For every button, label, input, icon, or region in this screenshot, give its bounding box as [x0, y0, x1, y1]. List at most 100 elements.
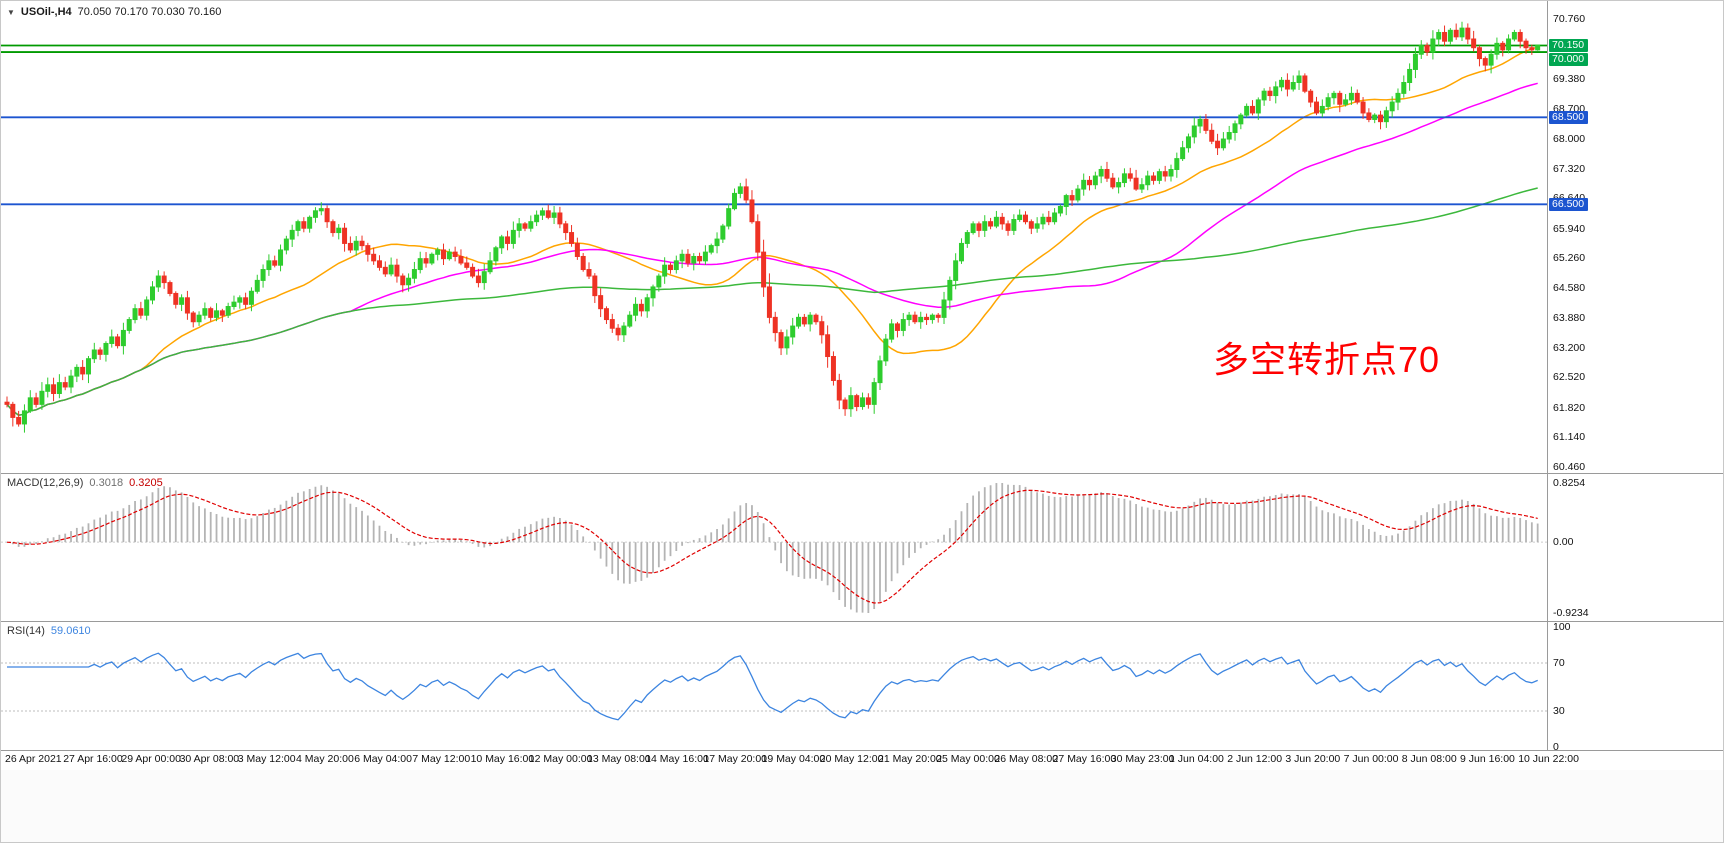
candle-body [1191, 125, 1197, 138]
candle-body [394, 264, 400, 277]
ma-fast-line [6, 46, 1538, 416]
candle-body [1121, 173, 1127, 184]
candle-body [289, 229, 295, 240]
macd-histogram-bar [122, 508, 125, 543]
macd-histogram-bar [1228, 504, 1231, 543]
macd-histogram-bar [1187, 505, 1190, 543]
candle-body [4, 401, 10, 405]
rsi-axis[interactable]: 100 70 30 0 [1548, 621, 1723, 753]
time-axis-label: 7 May 12:00 [412, 753, 471, 765]
macd-histogram-bar [1245, 500, 1248, 543]
macd-histogram-bar [105, 514, 107, 543]
price-tag-66.500: 66.500 [1549, 197, 1589, 211]
candle-body [842, 399, 848, 410]
macd-histogram-bar [780, 542, 782, 564]
macd-histogram-bar [1449, 500, 1452, 543]
candle-body [295, 221, 301, 231]
time-axis-label: 21 May 20:00 [878, 753, 942, 765]
macd-histogram-bar [233, 518, 235, 543]
macd-histogram-bar [268, 509, 270, 543]
macd-signal-value: 0.3205 [129, 477, 163, 489]
candle-body [807, 314, 813, 325]
price-axis-label: 62.520 [1553, 371, 1586, 384]
price-axis-label: 60.460 [1553, 461, 1586, 473]
candle-body [580, 255, 586, 271]
price-axis-label: 67.320 [1553, 162, 1586, 175]
candle-body [732, 192, 737, 210]
candle-body [1168, 168, 1174, 177]
macd-histogram-bar [401, 542, 404, 543]
macd-histogram-bar [500, 538, 503, 543]
candle-body [1273, 86, 1279, 97]
candle-body [272, 260, 278, 266]
macd-histogram-bar [873, 542, 876, 610]
macd-histogram-bar [1466, 500, 1469, 543]
macd-histogram-bar [58, 534, 61, 543]
candle-body [376, 260, 382, 268]
candle-body [1482, 58, 1488, 66]
candle-body [650, 286, 656, 299]
macd-histogram-bar [1234, 503, 1236, 543]
time-axis[interactable]: 26 Apr 2021 27 Apr 16:00 29 Apr 00:00 30 Ap… [1, 751, 1723, 769]
macd-axis-label: 0.00 [1553, 536, 1574, 549]
candle-body [214, 310, 220, 318]
macd-histogram-bar [1001, 483, 1004, 543]
candle-body [184, 297, 190, 314]
macd-axis[interactable]: 0.8254 0.00 -0.9234 [1548, 473, 1723, 621]
macd-histogram-bar [1210, 499, 1213, 543]
macd-histogram-bar [844, 542, 846, 607]
price-axis-label: 65.940 [1553, 222, 1586, 235]
macd-histogram-bar [623, 542, 625, 584]
candle-body [1069, 195, 1075, 201]
candle-body [1110, 177, 1116, 188]
candle-body [254, 279, 260, 292]
collapse-arrow-icon[interactable]: ▼ [7, 7, 15, 17]
candle-body [458, 255, 464, 264]
macd-histogram-bar [157, 487, 160, 543]
candle-body [359, 240, 365, 247]
macd-histogram-bar [855, 542, 858, 613]
macd-histogram-bar [1106, 493, 1108, 543]
macd-histogram-bar [378, 525, 381, 543]
macd-histogram-bar [1321, 510, 1324, 543]
candle-body [569, 232, 575, 244]
macd-histogram-bar [669, 542, 672, 557]
macd-histogram-bar [1199, 498, 1201, 543]
rsi-axis-label: 100 [1553, 621, 1571, 633]
candle-body [848, 395, 854, 410]
macd-histogram-bar [1135, 504, 1137, 543]
candle-body [1226, 132, 1232, 140]
candle-body [417, 258, 423, 271]
annotation-text[interactable]: 多空转折点70 [1213, 339, 1441, 380]
macd-histogram-bar [343, 498, 346, 543]
candle-body [574, 242, 580, 257]
candle-body [475, 275, 481, 284]
candle-body [56, 382, 62, 394]
time-axis-label: 1 Jun 04:00 [1169, 753, 1224, 765]
candle-body [836, 379, 842, 401]
candle-body [883, 338, 889, 362]
candle-body [109, 336, 115, 344]
macd-histogram-bar [1437, 504, 1440, 543]
candle-body [545, 210, 551, 218]
macd-histogram-bar [99, 517, 102, 543]
candle-body [1075, 188, 1081, 201]
macd-histogram-bar [972, 495, 975, 543]
macd-histogram-bar [460, 539, 462, 543]
candle-body [365, 245, 371, 255]
candle-body [1203, 118, 1209, 131]
macd-histogram-bar [174, 490, 177, 543]
macd-histogram-bar [1042, 493, 1044, 543]
candle-body [539, 210, 545, 216]
macd-histogram-bar [1513, 516, 1516, 543]
macd-histogram-bar [564, 520, 567, 543]
price-axis[interactable]: 70.76069.38068.70068.00067.32066.64065.9… [1548, 1, 1723, 473]
candle-body [470, 266, 476, 277]
candle-body [929, 314, 935, 321]
macd-histogram-bar [989, 485, 992, 543]
macd-histogram-bar [919, 542, 922, 549]
candle-body [598, 295, 604, 310]
time-axis-label: 13 May 08:00 [587, 753, 651, 765]
